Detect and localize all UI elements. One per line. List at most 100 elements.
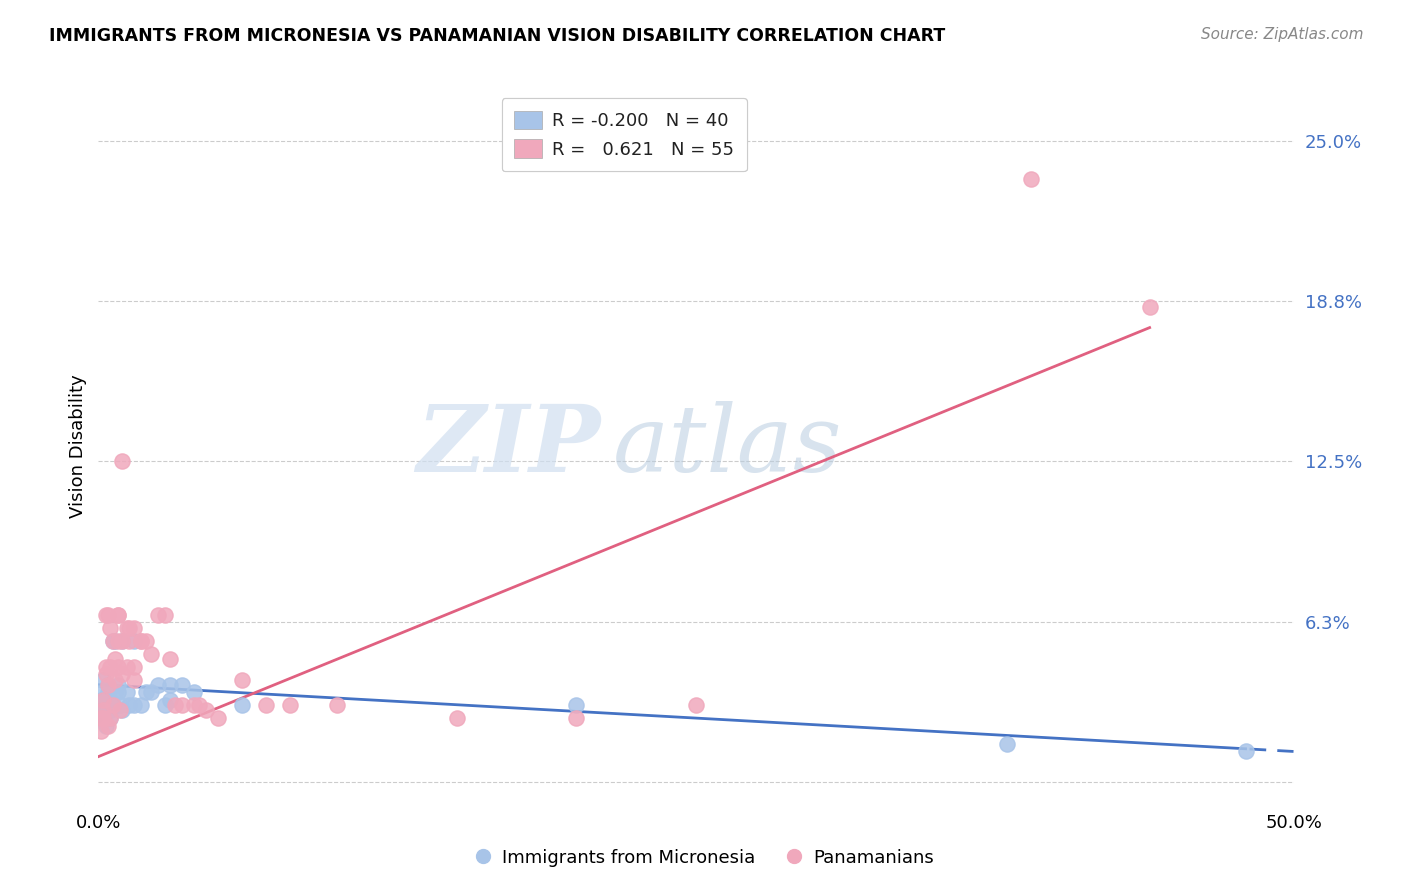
Point <box>565 698 588 713</box>
Text: atlas: atlas <box>613 401 842 491</box>
Point <box>124 634 146 648</box>
Point <box>91 711 114 725</box>
Point <box>94 608 117 623</box>
Point <box>685 698 707 713</box>
Point <box>118 621 141 635</box>
Point <box>155 698 177 713</box>
Point <box>111 454 134 468</box>
Point <box>115 659 138 673</box>
Point <box>231 673 253 687</box>
Point <box>187 698 209 713</box>
Point <box>172 678 194 692</box>
Point <box>90 723 112 738</box>
Point <box>995 737 1018 751</box>
Point <box>98 659 122 673</box>
Point <box>163 698 186 713</box>
Point <box>278 698 301 713</box>
Point <box>91 673 114 687</box>
Point <box>97 678 120 692</box>
Point <box>124 698 146 713</box>
Point <box>94 659 117 673</box>
Point <box>104 634 127 648</box>
Point <box>97 698 120 713</box>
Point <box>446 711 468 725</box>
Point <box>115 685 138 699</box>
Point <box>183 698 205 713</box>
Point <box>118 698 141 713</box>
Point <box>94 667 117 681</box>
Point <box>131 634 153 648</box>
Point <box>90 711 112 725</box>
Point <box>135 634 157 648</box>
Point <box>326 698 349 713</box>
Point <box>231 698 253 713</box>
Text: ZIP: ZIP <box>416 401 600 491</box>
Point <box>111 634 134 648</box>
Point <box>101 698 124 713</box>
Point <box>1234 744 1257 758</box>
Point <box>104 673 127 687</box>
Point <box>107 608 129 623</box>
Point <box>254 698 277 713</box>
Y-axis label: Vision Disability: Vision Disability <box>69 374 87 518</box>
Point <box>118 634 141 648</box>
Point <box>124 673 146 687</box>
Point <box>1139 301 1161 315</box>
Point <box>97 685 120 699</box>
Point <box>139 647 162 661</box>
Point <box>94 719 117 733</box>
Point <box>94 698 117 713</box>
Point <box>107 634 129 648</box>
Point <box>98 693 122 707</box>
Point <box>207 711 229 725</box>
Point <box>101 698 124 713</box>
Point <box>98 711 122 725</box>
Point <box>94 703 117 717</box>
Point <box>131 698 153 713</box>
Point <box>91 685 114 699</box>
Point <box>124 659 146 673</box>
Point <box>111 667 134 681</box>
Point <box>104 652 127 666</box>
Point <box>159 693 181 707</box>
Point <box>155 608 177 623</box>
Point <box>101 634 124 648</box>
Point <box>172 698 194 713</box>
Point <box>91 711 114 725</box>
Point <box>104 685 127 699</box>
Point <box>148 608 170 623</box>
Point <box>108 703 131 717</box>
Point <box>139 685 162 699</box>
Point <box>124 621 146 635</box>
Point <box>90 693 112 707</box>
Point <box>115 621 138 635</box>
Point <box>101 634 124 648</box>
Text: IMMIGRANTS FROM MICRONESIA VS PANAMANIAN VISION DISABILITY CORRELATION CHART: IMMIGRANTS FROM MICRONESIA VS PANAMANIAN… <box>49 27 945 45</box>
Point <box>108 698 131 713</box>
Point <box>98 711 122 725</box>
Point <box>98 621 122 635</box>
Point <box>97 678 120 692</box>
Point <box>131 634 153 648</box>
Point <box>90 703 112 717</box>
Point <box>107 678 129 692</box>
Legend: R = -0.200   N = 40, R =   0.621   N = 55: R = -0.200 N = 40, R = 0.621 N = 55 <box>502 98 747 171</box>
Point <box>1019 172 1042 186</box>
Point <box>97 608 120 623</box>
Point <box>107 685 129 699</box>
Point <box>91 703 114 717</box>
Text: Source: ZipAtlas.com: Source: ZipAtlas.com <box>1201 27 1364 42</box>
Point <box>111 703 134 717</box>
Point <box>159 652 181 666</box>
Point <box>183 685 205 699</box>
Point <box>111 634 134 648</box>
Point <box>195 703 218 717</box>
Point <box>148 678 170 692</box>
Legend: Immigrants from Micronesia, Panamanians: Immigrants from Micronesia, Panamanians <box>464 841 942 874</box>
Point <box>135 685 157 699</box>
Point <box>98 703 122 717</box>
Point <box>107 608 129 623</box>
Point <box>565 711 588 725</box>
Point <box>159 678 181 692</box>
Point <box>107 659 129 673</box>
